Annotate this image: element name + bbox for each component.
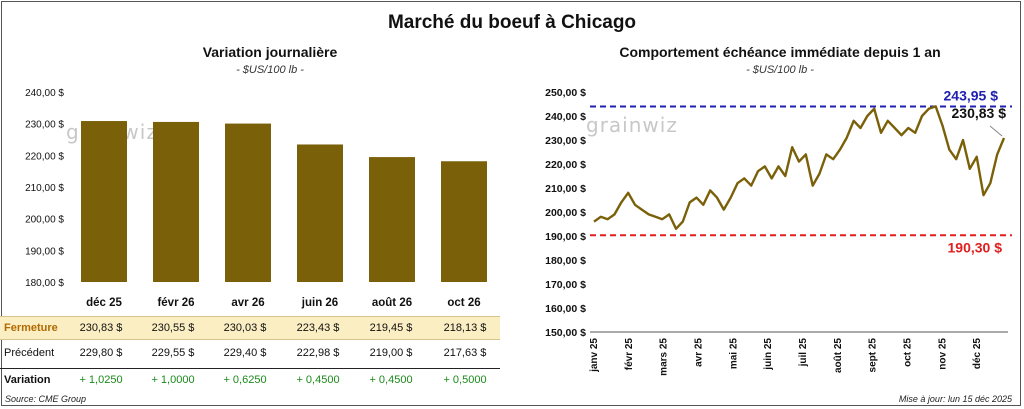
x-tick-label: avr 26 [231,297,264,309]
table-cell: + 1,0250 [79,374,123,386]
x-tick-label: févr 26 [157,297,194,309]
table-cell: 229,80 $ [79,347,123,359]
x-tick-label: déc 25 [972,338,983,370]
table-cell: 229,40 $ [223,347,267,359]
fermeture-row: Fermeture 230,83 $ 230,55 $ 230,03 $ 223,43 … [0,316,500,340]
last-value-leader [989,125,1003,137]
last-value-label: 230,83 $ [952,105,1007,121]
x-tick-label: oct 26 [447,297,480,309]
table-cell: + 0,6250 [223,374,267,386]
table-cell: + 0,4500 [369,374,413,386]
y-tick-label: 150,00 $ [545,327,586,339]
bar [441,161,487,282]
row-label: Fermeture [4,322,58,334]
x-tick-label: sept 25 [868,338,879,373]
high-value-label: 243,95 $ [944,88,999,104]
x-tick-label: nov 25 [937,338,948,370]
y-tick-label: 210,00 $ [25,183,64,194]
x-tick-label: août 26 [372,297,412,309]
y-tick-label: 200,00 $ [25,215,64,226]
variation-row: Variation + 1,0250 + 1,0000 + 0,6250 + 0,450… [0,368,500,391]
bar [297,144,343,282]
bar [225,123,271,282]
x-tick-label: août 25 [833,338,844,373]
table-cell: 230,83 $ [79,322,123,334]
left-chart-unit: - $US/100 lb - [236,64,304,76]
y-tick-label: 160,00 $ [545,303,586,315]
line-chart: 150,00 $ 160,00 $ 170,00 $ 180,00 $ 190,00 $… [545,87,1012,376]
x-tick-label: mars 25 [659,338,670,376]
table-cell: 219,45 $ [369,322,413,334]
table-cell: 229,55 $ [151,347,195,359]
y-tick-label: 250,00 $ [545,87,586,99]
price-line [593,105,1006,230]
bar [153,121,199,282]
table-cell: 223,43 $ [296,322,340,334]
y-tick-label: 180,00 $ [545,255,586,267]
y-tick-label: 170,00 $ [545,279,586,291]
x-tick-label: juin 26 [301,297,338,309]
update-note: Mise à jour: lun 15 déc 2025 [898,394,1012,404]
x-tick-label: avr 25 [694,338,705,367]
precedent-row: Précédent 229,80 $ 229,55 $ 229,40 $ 222,98 … [0,342,500,364]
bar [369,157,415,282]
left-chart-title: Variation journalière [202,44,338,60]
table-cell: + 1,0000 [151,374,195,386]
table-cell: + 0,5000 [443,374,487,386]
y-tick-label: 190,00 $ [545,231,586,243]
y-tick-label: 190,00 $ [25,246,64,257]
row-label: Précédent [4,347,55,359]
x-tick-label: mai 25 [728,338,739,370]
y-tick-label: 240,00 $ [25,88,64,99]
bar [81,121,127,282]
x-tick-label: févr 25 [624,338,635,371]
bar-chart: 180,00 $ 190,00 $ 200,00 $ 210,00 $ 220,00 $… [25,88,487,309]
right-chart-title: Comportement échéance immédiate depuis 1… [619,44,941,60]
x-tick-label: déc 25 [86,297,122,309]
y-tick-label: 230,00 $ [25,120,64,131]
y-tick-label: 230,00 $ [545,135,586,147]
right-chart-unit: - $US/100 lb - [746,64,814,76]
y-tick-label: 220,00 $ [545,159,586,171]
right-watermark: grainwiz [586,113,678,137]
y-tick-label: 220,00 $ [25,151,64,162]
y-tick-label: 180,00 $ [25,278,64,289]
x-tick-label: juin 25 [763,338,774,371]
table-cell: 217,63 $ [443,347,487,359]
table-cell: 222,98 $ [296,347,340,359]
x-tick-label: janv 25 [589,338,600,373]
y-tick-label: 200,00 $ [545,207,586,219]
table-cell: + 0,4500 [296,374,340,386]
y-tick-label: 210,00 $ [545,183,586,195]
page-title: Marché du boeuf à Chicago [387,12,637,33]
low-value-label: 190,30 $ [948,239,1003,255]
x-tick-label: oct 25 [903,338,914,367]
table-cell: 219,00 $ [369,347,413,359]
table-cell: 230,03 $ [223,322,267,334]
table-cell: 230,55 $ [151,322,195,334]
row-label: Variation [4,374,51,386]
y-tick-label: 240,00 $ [545,111,586,123]
source-note: Source: CME Group [5,394,87,404]
table-cell: 218,13 $ [443,322,487,334]
x-tick-label: juil 25 [798,338,809,368]
